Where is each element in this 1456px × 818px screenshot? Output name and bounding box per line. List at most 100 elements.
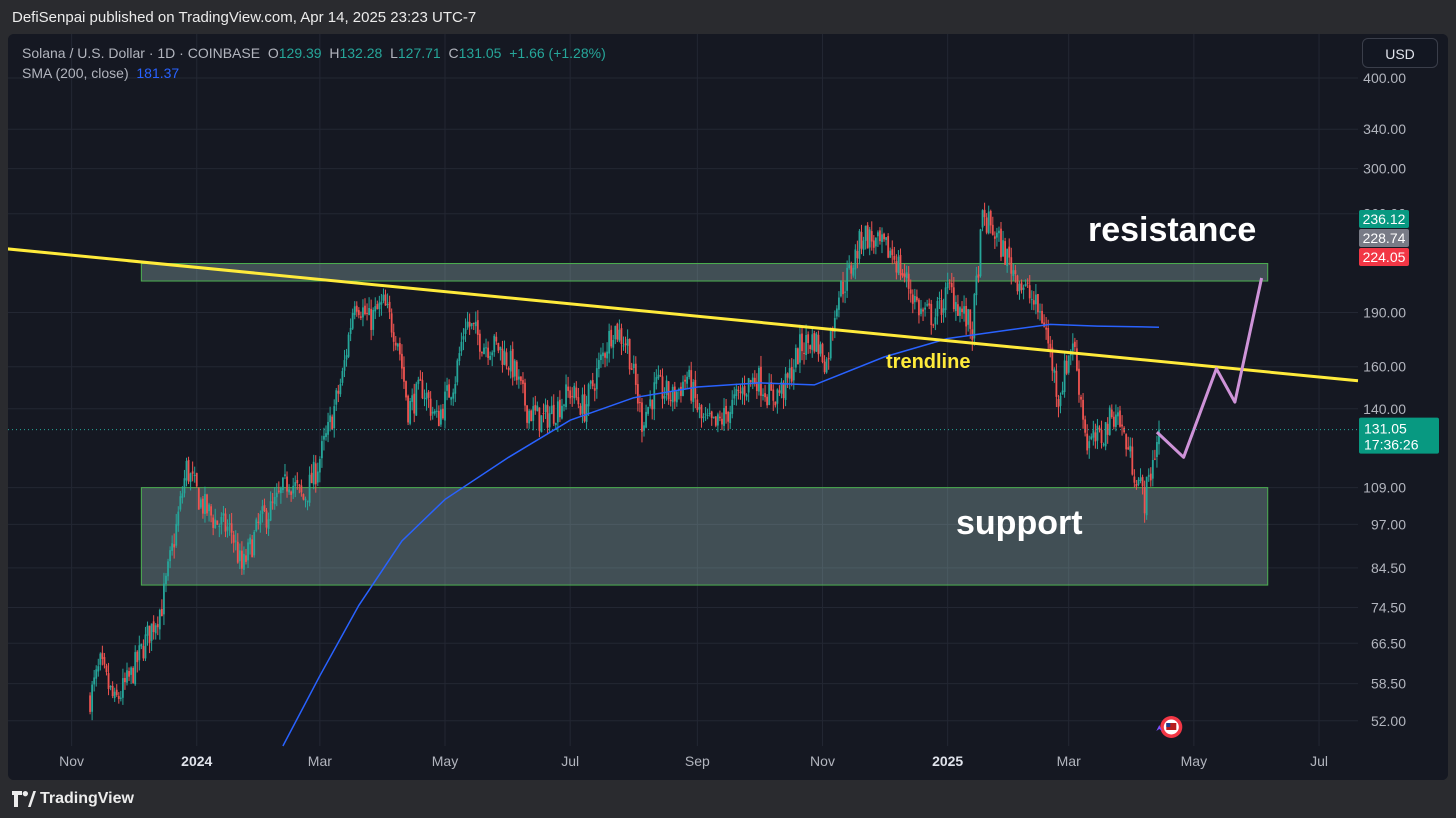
- candle-body: [1143, 487, 1146, 514]
- candle-body: [290, 491, 293, 495]
- candle-body: [433, 410, 436, 414]
- candle-body: [97, 666, 100, 672]
- candle-body: [889, 250, 892, 258]
- candle-body: [228, 523, 231, 525]
- candle-body: [505, 352, 508, 366]
- candle-body: [696, 399, 699, 411]
- candle-body: [768, 382, 771, 405]
- candle-body: [632, 363, 635, 369]
- candle-body: [388, 301, 391, 313]
- tradingview-brand: TradingView: [40, 790, 134, 807]
- candle-body: [384, 294, 387, 306]
- candle-body: [413, 393, 416, 414]
- legend-high: 132.28: [339, 45, 383, 61]
- flag-stripes: [1166, 723, 1177, 730]
- candle-body: [1047, 328, 1050, 344]
- candle-body: [618, 329, 621, 341]
- candle-body: [922, 309, 924, 312]
- candle-body: [1020, 282, 1023, 291]
- candle-body: [1129, 445, 1132, 452]
- candle-body: [776, 389, 779, 404]
- candle-body: [852, 267, 855, 276]
- candle-body: [380, 301, 383, 305]
- candle-body: [1010, 257, 1013, 274]
- candle-body: [232, 534, 235, 543]
- candle-body: [729, 412, 732, 424]
- candle-body: [1117, 412, 1119, 417]
- candle-body: [1051, 347, 1054, 371]
- candle-body: [501, 348, 504, 366]
- chart-background: [8, 34, 1448, 780]
- candle-body: [792, 369, 795, 381]
- candle-body: [762, 394, 764, 397]
- candles-group: [89, 202, 1160, 721]
- candle-body: [271, 501, 274, 503]
- candle-body: [485, 347, 487, 349]
- candle-body: [653, 382, 656, 410]
- price-chart[interactable]: Nov 2024 Mar May Jul Sep Nov 2025 Mar May Jul 400.0…: [8, 34, 1448, 780]
- candle-body: [965, 306, 968, 327]
- candle-body: [702, 416, 705, 418]
- x-tick-label: Mar: [308, 753, 332, 769]
- candle-body: [1078, 368, 1080, 395]
- candle-body: [567, 386, 570, 391]
- candle-body: [487, 347, 489, 358]
- candle-body: [747, 378, 750, 393]
- candle-body: [177, 511, 180, 526]
- candle-body: [774, 401, 777, 406]
- y-tick-label: 97.00: [1371, 516, 1406, 532]
- candle-body: [483, 347, 485, 355]
- candle-body: [476, 320, 479, 335]
- candle-body: [314, 463, 317, 485]
- candle-body: [93, 677, 96, 685]
- candle-body: [298, 484, 301, 486]
- candle-body: [835, 308, 838, 317]
- chart-panel[interactable]: Nov 2024 Mar May Jul Sep Nov 2025 Mar May Jul 400.0…: [8, 34, 1448, 780]
- candle-body: [372, 309, 375, 330]
- candle-body: [749, 380, 752, 382]
- y-tick-label: 84.50: [1371, 560, 1406, 576]
- legend-open: 129.39: [278, 45, 322, 61]
- candle-body: [813, 333, 816, 352]
- candle-body: [887, 236, 890, 258]
- candle-body: [121, 678, 124, 698]
- candle-body: [979, 229, 982, 277]
- candle-body: [216, 520, 219, 525]
- candle-body: [673, 386, 676, 402]
- candle-body: [944, 287, 947, 311]
- candle-body: [331, 416, 334, 430]
- candle-body: [807, 334, 810, 343]
- candle-body: [803, 352, 805, 354]
- candle-body: [134, 652, 137, 685]
- candle-body: [829, 329, 832, 359]
- candle-body: [1086, 433, 1089, 451]
- candle-body: [304, 498, 307, 501]
- tradingview-logo[interactable]: TradingView: [12, 790, 134, 808]
- candle-body: [321, 441, 323, 459]
- candle-body: [1012, 270, 1015, 276]
- candle-body: [842, 281, 844, 295]
- candle-body: [206, 494, 208, 514]
- candle-body: [614, 325, 617, 340]
- legend-sma-row: SMA (200, close) 181.37: [22, 63, 606, 83]
- candle-body: [721, 418, 723, 425]
- legend-open-label: O: [267, 45, 279, 61]
- candle-body: [524, 382, 526, 406]
- candle-body: [456, 360, 459, 383]
- candle-body: [1104, 422, 1107, 447]
- tradingview-icon: [12, 791, 36, 807]
- y-tick-label: 74.50: [1371, 600, 1406, 616]
- candle-body: [1080, 396, 1082, 400]
- y-tick-label: 52.00: [1371, 713, 1406, 729]
- candle-body: [595, 368, 598, 390]
- y-tick-label: 190.00: [1363, 305, 1406, 321]
- candle-body: [764, 393, 766, 398]
- candle-body: [398, 343, 401, 355]
- candle-body: [310, 472, 313, 484]
- candle-body: [561, 405, 563, 419]
- candle-body: [1065, 360, 1068, 374]
- candle-body: [651, 399, 654, 410]
- currency-button[interactable]: USD: [1362, 38, 1438, 68]
- candle-body: [491, 352, 494, 356]
- candle-body: [382, 294, 385, 301]
